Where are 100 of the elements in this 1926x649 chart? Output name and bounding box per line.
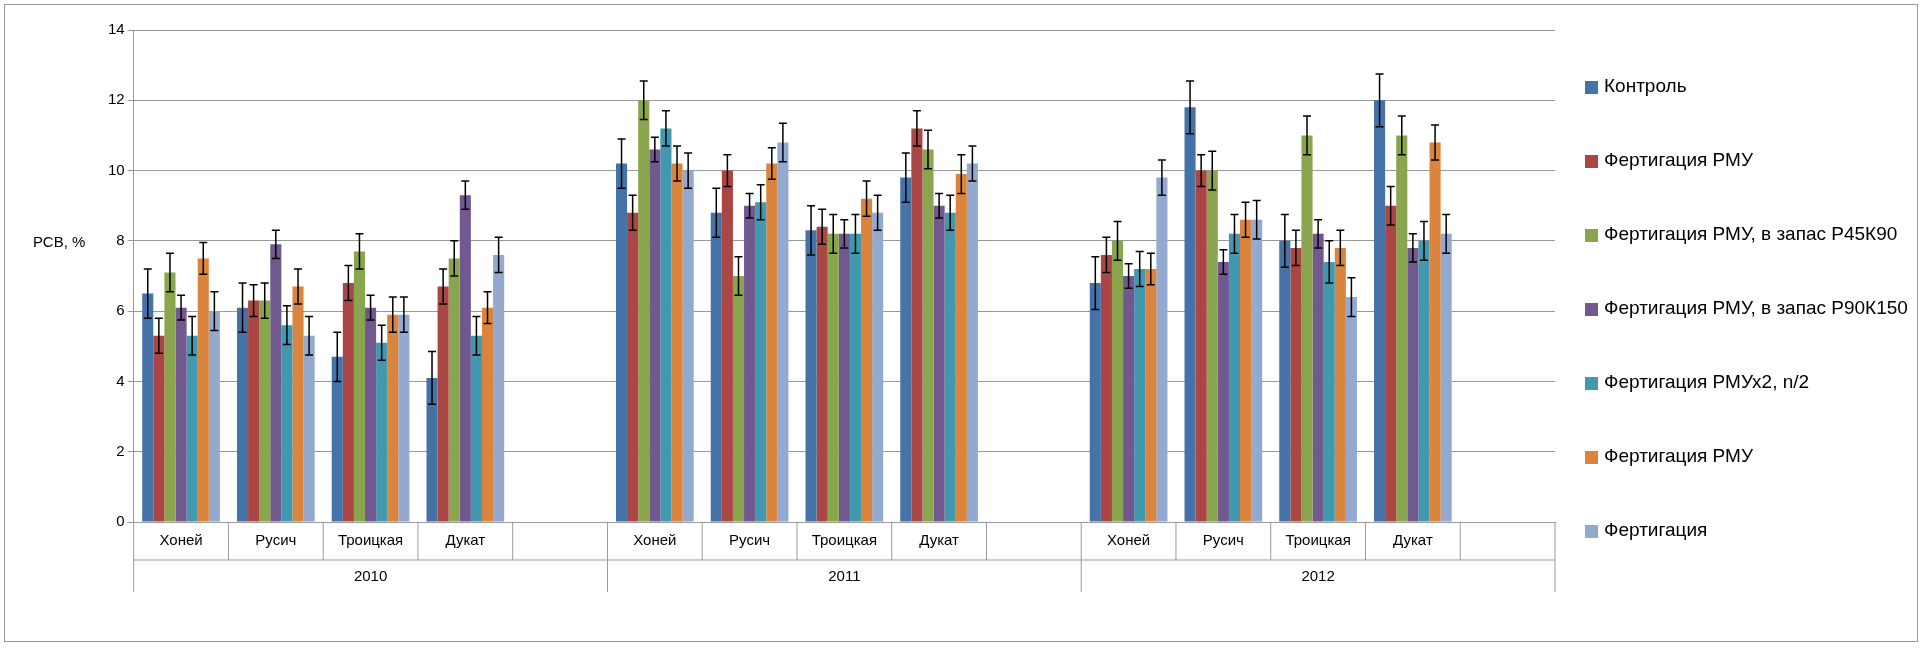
x-tick-label: Русич: [729, 531, 771, 549]
bar: [1134, 268, 1146, 522]
x-tick-label: Троицкая: [811, 531, 878, 549]
bar: [1290, 247, 1302, 522]
y-tick-label: 10: [108, 160, 125, 178]
x-tick-label: Русич: [1202, 531, 1244, 549]
bar: [1440, 233, 1452, 522]
bar: [872, 212, 884, 522]
bar: [186, 335, 198, 522]
bar: [270, 244, 282, 522]
bar: [1396, 135, 1408, 522]
bar: [660, 128, 672, 522]
text: 2011: [828, 567, 861, 585]
bar: [197, 258, 209, 522]
bar: [292, 286, 304, 522]
y-axis-title: РСВ, %: [33, 233, 86, 250]
bar: [911, 128, 923, 522]
bar: [755, 202, 767, 522]
bar: [933, 205, 945, 522]
x-tick-label: Русич: [255, 531, 297, 549]
bar: [365, 307, 377, 522]
bar: [398, 314, 410, 522]
bar: [1323, 261, 1335, 522]
x-tick-label: Троицкая: [1285, 531, 1351, 549]
bar: [1195, 170, 1207, 522]
bar: [259, 300, 271, 522]
bar: [627, 212, 639, 522]
x-tick-label: Хоней: [159, 531, 203, 549]
y-tick-label: 4: [116, 371, 125, 389]
bar: [1111, 240, 1124, 522]
y-tick-label: 0: [116, 512, 125, 530]
bar: [1312, 233, 1324, 522]
bar: [248, 300, 260, 522]
bar: [1217, 261, 1229, 522]
bar: [387, 314, 399, 522]
bar: [353, 251, 366, 522]
y-tick-label: 14: [108, 20, 125, 38]
bar: [816, 226, 828, 522]
bar: [1385, 205, 1397, 522]
bar: [1418, 240, 1430, 522]
bar: [493, 254, 505, 522]
bar: [860, 198, 873, 522]
bar: [922, 149, 934, 522]
x-tick-label: Дукат: [919, 531, 960, 549]
bar: [1206, 170, 1218, 522]
legend-label: Фертигация РМУ: [1604, 149, 1753, 171]
x-tick-label: Троицкая: [337, 531, 404, 549]
bar: [638, 100, 650, 522]
bar: [744, 205, 756, 522]
bar: [1429, 142, 1441, 522]
text: 2010: [353, 567, 388, 585]
bar: [437, 286, 449, 522]
bar: [838, 233, 850, 522]
bar: [481, 307, 494, 522]
legend-label: Фертигация РМУх2, n/2: [1604, 371, 1810, 393]
bar: [281, 325, 293, 522]
bar: [777, 142, 789, 522]
bar: [827, 233, 839, 522]
bar: [164, 272, 176, 522]
bar: [1100, 254, 1112, 522]
bar: [1301, 135, 1313, 522]
bar: [710, 212, 722, 522]
bar: [966, 163, 978, 522]
bar: [1251, 219, 1263, 522]
bar: [153, 335, 165, 522]
y-tick-label: 2: [116, 441, 125, 459]
text: 2012: [1301, 567, 1335, 585]
bar: [1334, 247, 1346, 522]
bar: [331, 356, 343, 522]
bar: [1123, 276, 1135, 522]
bar: [721, 170, 733, 522]
bar: [459, 195, 471, 522]
bar: [682, 170, 694, 522]
bar: [342, 283, 354, 522]
bar: [900, 177, 912, 522]
bar: [766, 163, 778, 522]
legend-label: Фертигация: [1604, 519, 1708, 541]
bar: [1374, 100, 1386, 522]
legend-label: Фертигация РМУ, в запас Р90К150: [1604, 297, 1908, 319]
y-tick-label: 12: [108, 90, 125, 108]
bar: [1279, 240, 1291, 522]
bar: [944, 212, 956, 522]
bar: [1407, 247, 1419, 522]
legend-label: Фертигация РМУ, в запас Р45К90: [1604, 223, 1898, 245]
x-tick-label: Хоней: [1107, 531, 1151, 549]
bar: [955, 174, 967, 522]
bar: [671, 163, 683, 522]
bar: [448, 258, 460, 522]
bar: [1156, 177, 1168, 522]
bar: [208, 311, 220, 522]
bar: [849, 233, 861, 522]
bar: [1184, 107, 1196, 522]
x-tick-label: Дукат: [445, 531, 486, 549]
legend-label: Контроль: [1604, 75, 1687, 97]
y-tick-label: 6: [116, 301, 125, 319]
bar: [1240, 219, 1252, 522]
bar: [1345, 297, 1357, 522]
bar: [732, 276, 745, 522]
bar: [426, 377, 438, 522]
bar: [236, 307, 249, 522]
